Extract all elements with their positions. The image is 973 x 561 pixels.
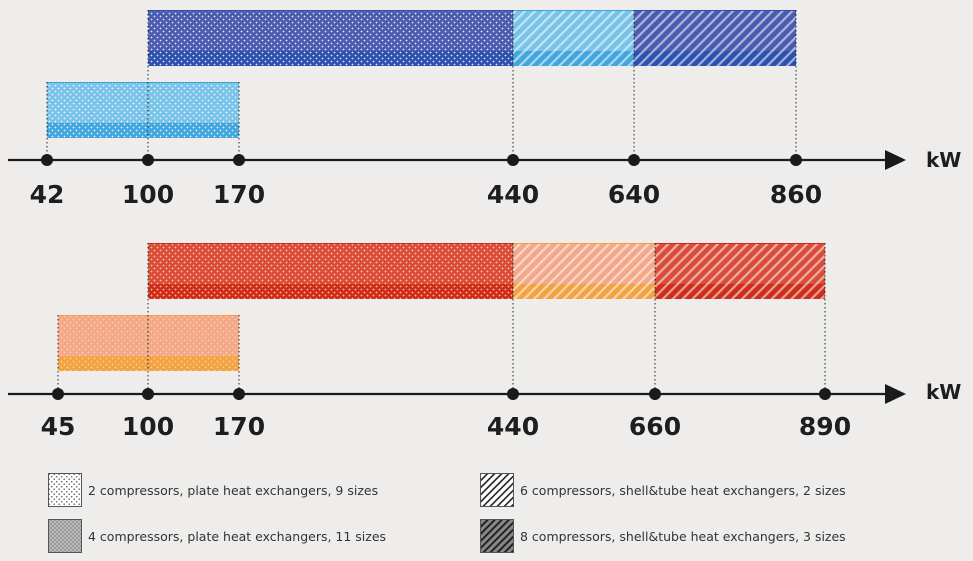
red-tick-label-170: 170 bbox=[213, 412, 265, 441]
dense-dots-swatch-icon bbox=[48, 519, 82, 553]
blue-unit-label: kW bbox=[926, 148, 961, 172]
red-tick-dot bbox=[233, 388, 245, 400]
blue-range-bar-100-440 bbox=[148, 10, 513, 66]
capacity-range-diagram: 42 100 170 440 640 860 kW 45 100 170 440 660 890 kW bbox=[8, 10, 962, 441]
blue-tick-dot bbox=[628, 154, 640, 166]
range-bars-layer bbox=[47, 10, 825, 371]
legend-item-4-compressors: 4 compressors, plate heat exchangers, 11… bbox=[48, 518, 386, 554]
blue-tick-dot bbox=[507, 154, 519, 166]
legend-text: 8 compressors, shell&tube heat exchanger… bbox=[520, 528, 846, 544]
red-tick-dot bbox=[507, 388, 519, 400]
blue-tick-dot bbox=[233, 154, 245, 166]
legend-item-2-compressors: 2 compressors, plate heat exchangers, 9 … bbox=[48, 472, 378, 508]
red-tick-label-45: 45 bbox=[41, 412, 76, 441]
red-tick-label-890: 890 bbox=[799, 412, 851, 441]
red-range-bar-100-440 bbox=[148, 243, 513, 299]
red-tick-dot bbox=[649, 388, 661, 400]
red-tick-label-440: 440 bbox=[487, 412, 539, 441]
red-tick-label-100: 100 bbox=[122, 412, 174, 441]
red-unit-label: kW bbox=[926, 380, 961, 404]
red-tick-dot bbox=[819, 388, 831, 400]
legend-item-6-compressors: 6 compressors, shell&tube heat exchanger… bbox=[480, 472, 846, 508]
blue-tick-label-170: 170 bbox=[213, 180, 265, 209]
red-range-bar-440-660 bbox=[513, 243, 655, 299]
blue-tick-label-440: 440 bbox=[487, 180, 539, 209]
blue-tick-dot bbox=[790, 154, 802, 166]
tick-labels-layer: 42 100 170 440 640 860 kW 45 100 170 440 660 890 kW bbox=[30, 148, 962, 441]
light-stripes-swatch-icon bbox=[480, 473, 514, 507]
axes-layer bbox=[8, 150, 906, 404]
red-tick-dot bbox=[142, 388, 154, 400]
blue-tick-dot bbox=[41, 154, 53, 166]
sparse-dots-swatch-icon bbox=[48, 473, 82, 507]
blue-range-bar-640-860 bbox=[634, 10, 796, 66]
legend: 2 compressors, plate heat exchangers, 9 … bbox=[48, 472, 948, 557]
blue-tick-label-42: 42 bbox=[30, 180, 65, 209]
legend-text: 6 compressors, shell&tube heat exchanger… bbox=[520, 482, 846, 498]
legend-item-8-compressors: 8 compressors, shell&tube heat exchanger… bbox=[480, 518, 846, 554]
blue-tick-label-860: 860 bbox=[770, 180, 822, 209]
legend-text: 4 compressors, plate heat exchangers, 11… bbox=[88, 528, 387, 544]
red-tick-dot bbox=[52, 388, 64, 400]
guide-lines-layer bbox=[46, 10, 826, 394]
blue-tick-label-100: 100 bbox=[122, 180, 174, 209]
red-range-bar-660-890 bbox=[655, 243, 825, 299]
blue-range-bar-42-170 bbox=[47, 82, 239, 138]
blue-tick-label-640: 640 bbox=[608, 180, 660, 209]
arrow-head-icon bbox=[885, 384, 906, 404]
legend-text: 2 compressors, plate heat exchangers, 9 … bbox=[88, 482, 379, 498]
dark-stripes-swatch-icon bbox=[480, 519, 514, 553]
blue-range-bar-440-640 bbox=[513, 10, 634, 66]
arrow-head-icon bbox=[885, 150, 906, 170]
red-tick-label-660: 660 bbox=[629, 412, 681, 441]
blue-tick-dot bbox=[142, 154, 154, 166]
